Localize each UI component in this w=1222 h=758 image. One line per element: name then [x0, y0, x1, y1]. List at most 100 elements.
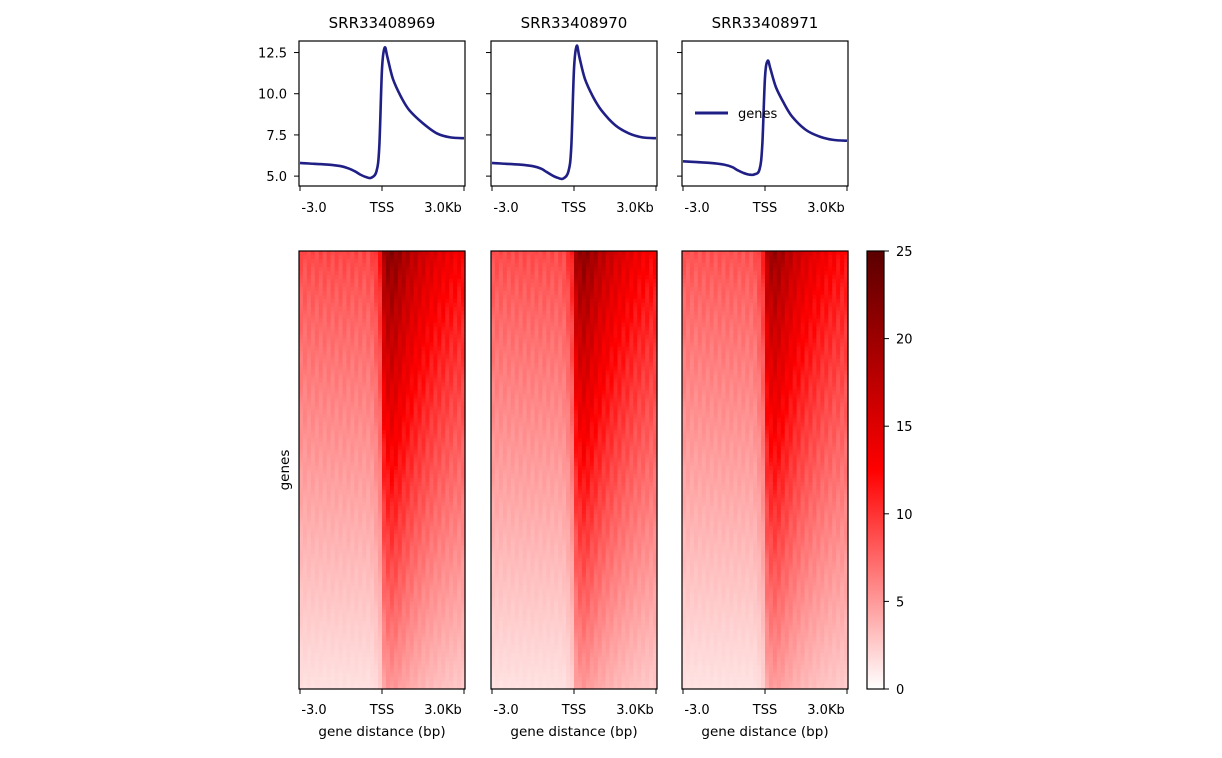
- heatmap-cell: [314, 501, 320, 507]
- heatmap-cell: [346, 446, 351, 451]
- heatmap-cell: [449, 485, 454, 491]
- heatmap-cell: [314, 561, 320, 567]
- heatmap-cell: [306, 430, 312, 435]
- heatmap-cell: [382, 470, 387, 475]
- heatmap-cell: [346, 553, 351, 559]
- heatmap-cell: [350, 462, 355, 467]
- heatmap-cell: [413, 589, 419, 595]
- heatmap-cell: [338, 254, 344, 260]
- heatmap-cell: [354, 370, 359, 376]
- heatmap-cell: [445, 665, 450, 670]
- heatmap-cell: [362, 513, 367, 519]
- heatmap-cell: [413, 521, 419, 527]
- heatmap-cell: [405, 661, 411, 666]
- heatmap-cell: [385, 258, 391, 264]
- heatmap-cell: [318, 661, 324, 666]
- heatmap-cell: [389, 481, 395, 487]
- heatmap-cell: [542, 274, 547, 280]
- heatmap-cell: [401, 251, 407, 256]
- heatmap-cell: [366, 458, 371, 463]
- heatmap-cell: [362, 251, 367, 256]
- heatmap-cell: [421, 525, 427, 531]
- heatmap-cell: [322, 418, 328, 423]
- heatmap-cell: [457, 410, 462, 415]
- heatmap-cell: [445, 473, 450, 479]
- heatmap-cell: [318, 657, 324, 662]
- heatmap-cell: [334, 493, 340, 499]
- heatmap-cell: [397, 266, 403, 272]
- heatmap-cell: [354, 406, 359, 411]
- heatmap-cell: [445, 653, 450, 658]
- heatmap-cell: [417, 258, 423, 264]
- heatmap-cell: [421, 306, 427, 312]
- heatmap-cell: [306, 525, 312, 531]
- heatmap-cell: [318, 442, 324, 447]
- heatmap-cell: [338, 318, 344, 324]
- heatmap-cell: [310, 414, 316, 419]
- heatmap-cell: [362, 382, 367, 387]
- heatmap-cell: [413, 585, 419, 591]
- heatmap-cell: [393, 386, 399, 391]
- heatmap-cell: [397, 338, 403, 344]
- heatmap-cell: [354, 294, 359, 300]
- heatmap-cell: [425, 394, 431, 399]
- heatmap-cell: [370, 541, 375, 547]
- heatmap-cell: [330, 537, 336, 543]
- heatmap-cell: [342, 561, 348, 567]
- heatmap-cell: [306, 653, 312, 658]
- heatmap-cell: [366, 481, 371, 487]
- heatmap-cell: [370, 473, 375, 479]
- heatmap-cell: [421, 529, 427, 535]
- heatmap-cell: [433, 509, 438, 515]
- heatmap-cell: [385, 274, 391, 280]
- heatmap-cell: [302, 585, 308, 591]
- heatmap-cell: [322, 382, 328, 387]
- heatmap-cell: [342, 366, 348, 372]
- heatmap-cell: [409, 489, 415, 495]
- heatmap-cell: [449, 306, 454, 312]
- heatmap-cell: [498, 274, 504, 280]
- heatmap-cell: [542, 254, 547, 260]
- heatmap-cell: [413, 489, 419, 495]
- heatmap-cell: [299, 645, 304, 650]
- heatmap-cell: [405, 657, 411, 662]
- heatmap-cell: [421, 653, 427, 658]
- heatmap-cell: [393, 533, 399, 539]
- heatmap-cell: [421, 282, 427, 288]
- heatmap-cell: [433, 645, 438, 650]
- heatmap-cell: [461, 458, 466, 463]
- profile-ytick-label-3: 12.5: [258, 47, 287, 62]
- sample-title-3: SRR33408971: [712, 14, 819, 32]
- heatmap-cell: [385, 581, 391, 587]
- heatmap-cell: [389, 390, 395, 395]
- heatmap-cell: [453, 677, 458, 682]
- heatmap-cell: [437, 625, 442, 630]
- heatmap-cell: [389, 290, 395, 296]
- heatmap-cell: [362, 290, 367, 296]
- heatmap-cell: [310, 294, 316, 300]
- heatmap-cell: [318, 641, 324, 646]
- heatmap-cell: [542, 251, 547, 256]
- heatmap-cell: [374, 338, 379, 344]
- heatmap-cell: [299, 426, 304, 431]
- profile-ytick-marks: [294, 52, 682, 177]
- heatmap-cell: [362, 501, 367, 507]
- heatmap-cell: [445, 262, 450, 268]
- heatmap-cell: [326, 517, 332, 523]
- heatmap-cell: [453, 346, 458, 352]
- heatmap-cell: [530, 254, 536, 260]
- heatmap-cell: [401, 597, 407, 602]
- heatmap-cell: [441, 633, 446, 638]
- heatmap-cell: [449, 657, 454, 662]
- heatmap-cell: [433, 577, 438, 583]
- heatmap-cell: [389, 549, 395, 555]
- heatmap-cell: [494, 251, 500, 256]
- heatmap-cell: [397, 254, 403, 260]
- heatmap-cell: [393, 649, 399, 654]
- heatmap-cell: [385, 438, 391, 443]
- heatmap-cell: [354, 597, 359, 602]
- heatmap-cell: [330, 390, 336, 395]
- heatmap-cell: [425, 489, 431, 495]
- heatmap-cell: [397, 617, 403, 622]
- heatmap-cell: [457, 450, 462, 455]
